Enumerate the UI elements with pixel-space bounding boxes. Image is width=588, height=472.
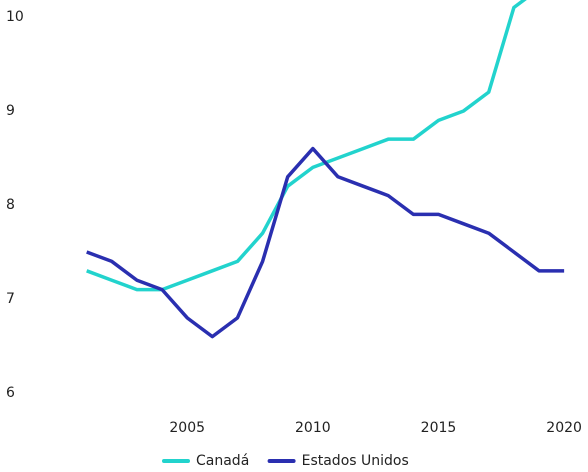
x-tick-label: 2015 — [421, 420, 457, 436]
plot-area — [86, 0, 565, 339]
y-tick-label: 6 — [6, 385, 15, 401]
series-line — [86, 0, 527, 292]
x-tick-label: 2005 — [169, 420, 205, 436]
legend-label: Estados Unidos — [302, 453, 409, 469]
y-tick-label: 9 — [6, 103, 15, 119]
y-tick-label: 10 — [6, 9, 24, 25]
series-line — [86, 146, 565, 339]
x-tick-label: 2010 — [295, 420, 331, 436]
y-tick-label: 8 — [6, 197, 15, 213]
legend-label: Canadá — [196, 453, 249, 469]
y-tick-label: 7 — [6, 291, 15, 307]
x-tick-label: 2020 — [546, 420, 582, 436]
